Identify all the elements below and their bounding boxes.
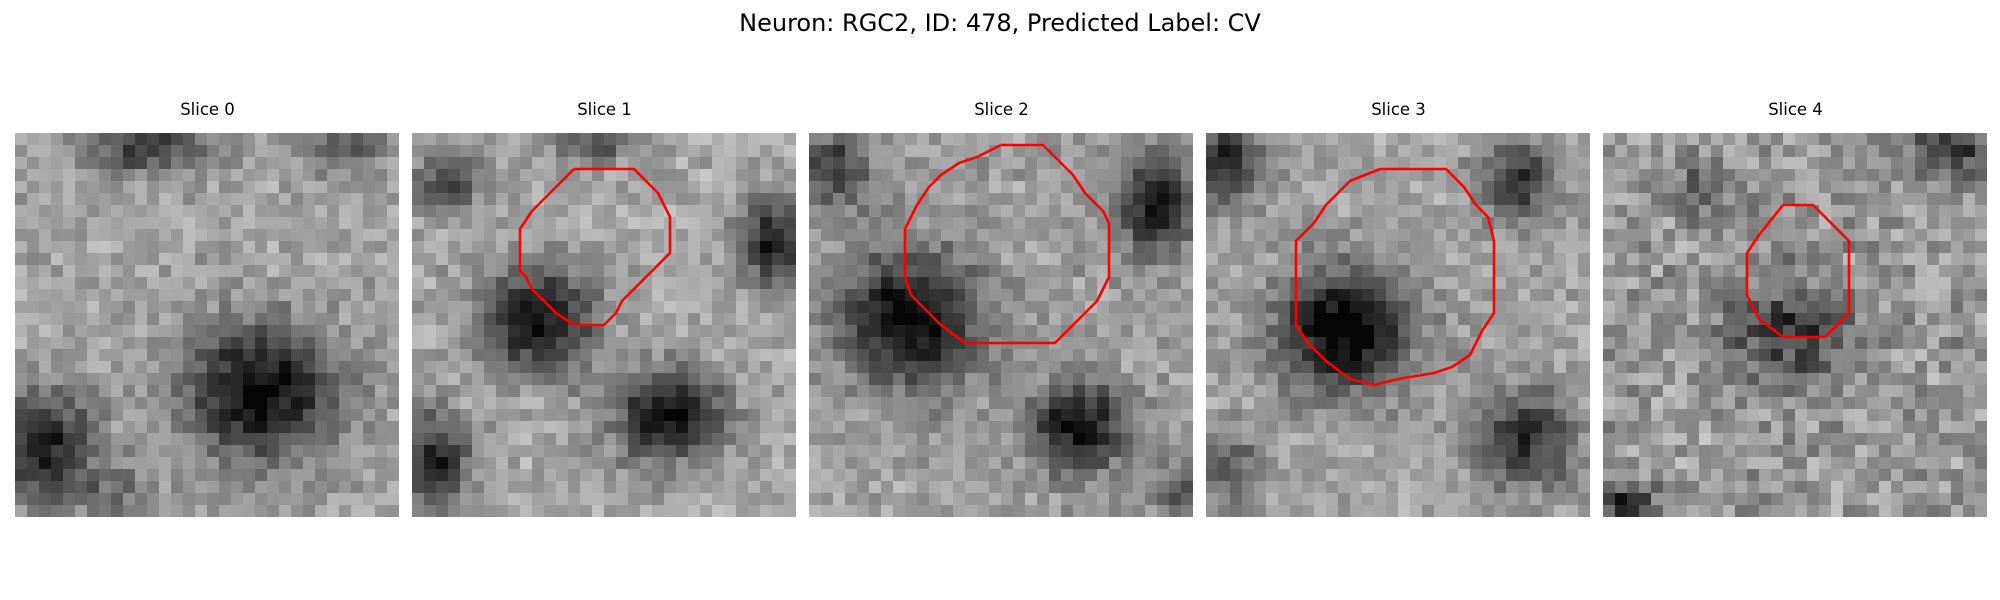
slice-title: Slice 4 bbox=[1768, 100, 1823, 119]
slice-image-1 bbox=[412, 133, 796, 517]
roi-contour bbox=[1294, 167, 1496, 387]
slice-pixel-grid bbox=[1206, 133, 1590, 517]
slice-panel-1: Slice 1 bbox=[412, 100, 797, 517]
slice-pixel-grid bbox=[809, 133, 1193, 517]
slice-title: Slice 2 bbox=[974, 100, 1029, 119]
slice-pixel-grid bbox=[15, 133, 399, 517]
slice-title: Slice 1 bbox=[577, 100, 632, 119]
slice-title: Slice 3 bbox=[1371, 100, 1426, 119]
slice-image-3 bbox=[1206, 133, 1590, 517]
slice-pixel-grid bbox=[412, 133, 796, 517]
slice-image-4 bbox=[1603, 133, 1987, 517]
figure-title: Neuron: RGC2, ID: 478, Predicted Label: … bbox=[739, 9, 1261, 37]
roi-contour bbox=[903, 143, 1111, 345]
slice-panel-3: Slice 3 bbox=[1206, 100, 1591, 517]
slice-pixel-grid bbox=[1603, 133, 1987, 517]
slice-image-0 bbox=[15, 133, 399, 517]
roi-contour bbox=[518, 167, 672, 327]
slice-panel-2: Slice 2 bbox=[809, 100, 1194, 517]
slice-image-2 bbox=[809, 133, 1193, 517]
slice-panel-0: Slice 0 bbox=[15, 100, 400, 517]
slice-title: Slice 0 bbox=[180, 100, 235, 119]
slice-panel-4: Slice 4 bbox=[1603, 100, 1988, 517]
roi-contour bbox=[1745, 203, 1851, 339]
